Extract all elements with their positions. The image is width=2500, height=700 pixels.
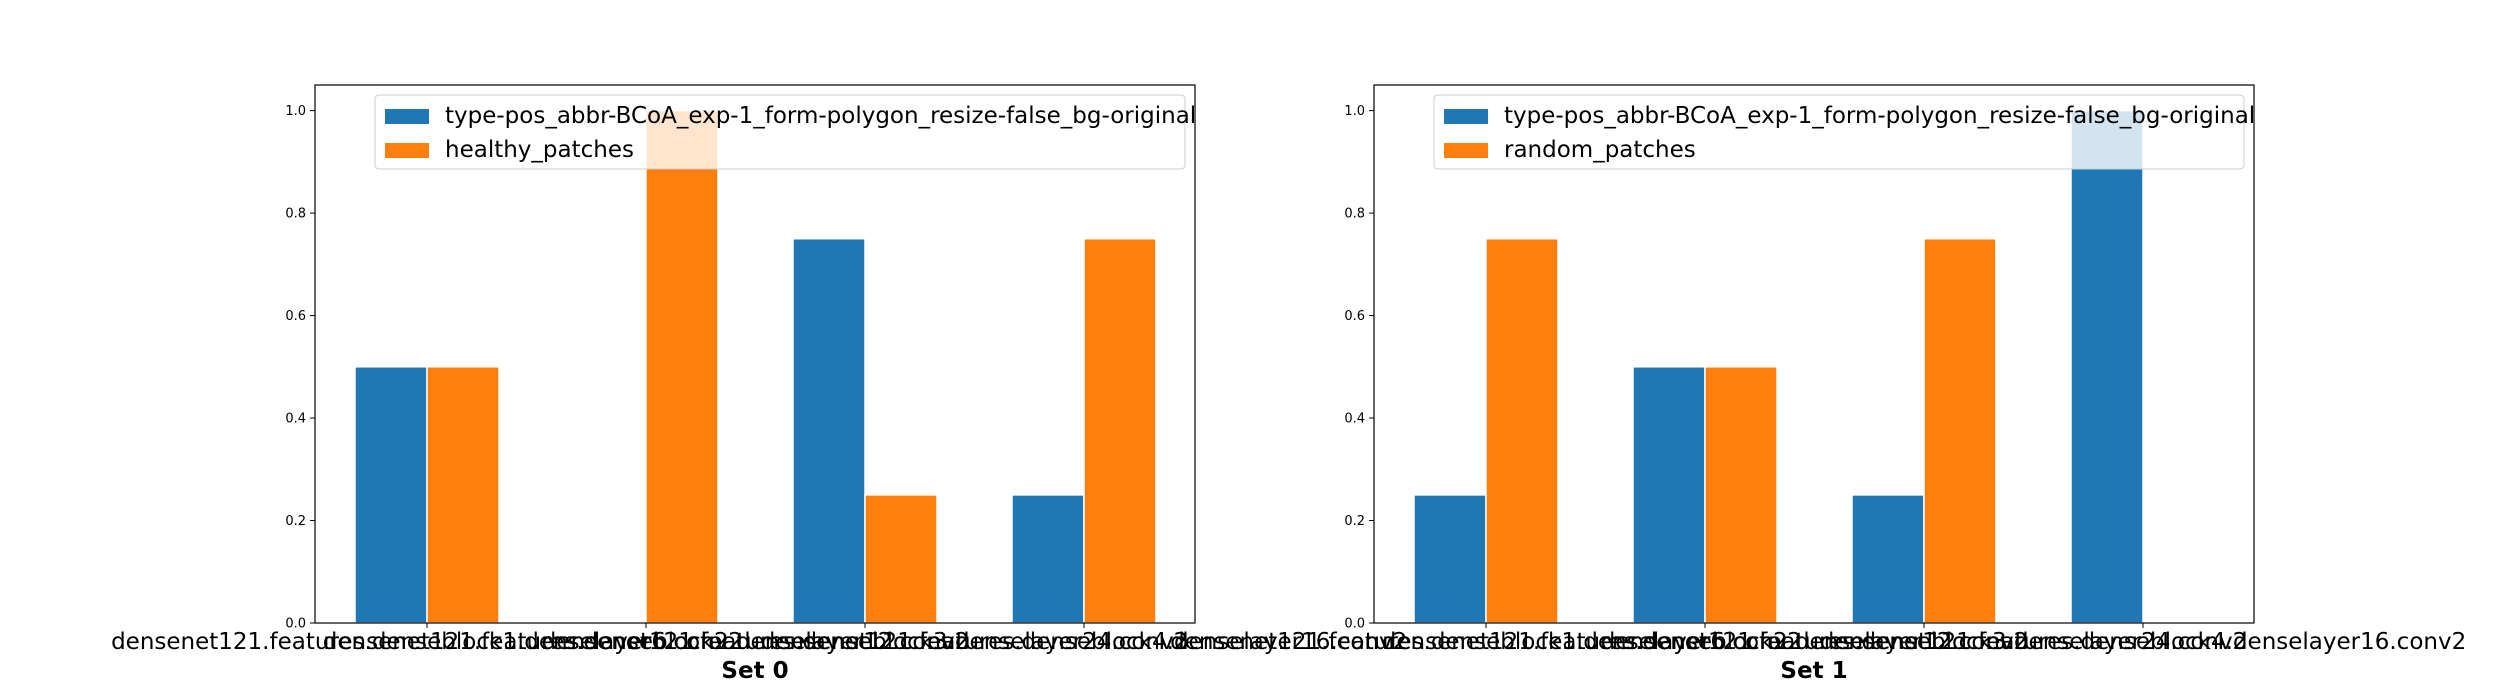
legend-box [374, 94, 1186, 170]
y-tick-label: 0.2 [1344, 514, 1365, 529]
y-tick-label: 0.4 [1344, 412, 1365, 427]
x-tick-label: densenet121.features.denseblock1.densela… [111, 629, 743, 655]
legend-swatch [385, 109, 429, 124]
legend-label: type-pos_abbr-BCoA_exp-1_form-polygon_re… [1504, 103, 2255, 129]
legend-label: random_patches [1504, 137, 1696, 163]
legend-swatch [1444, 109, 1488, 124]
bar [1011, 494, 1085, 624]
chart-panel-0: 0.0 0.2 0.4 0.6 0.8 1.0 densenet121.features.d… [111, 84, 1407, 684]
plot-frame [1373, 84, 2255, 624]
x-tick-label: densenet121.features.denseblock4.densela… [1820, 629, 2466, 655]
y-tick-label: 0.6 [285, 309, 306, 324]
legend: type-pos_abbr-BCoA_exp-1_form-polygon_re… [374, 94, 1196, 170]
bar [426, 366, 500, 624]
bar [354, 366, 428, 624]
plot-frame [314, 84, 1196, 624]
bar [1413, 494, 1487, 624]
y-tick-label: 0.8 [285, 207, 306, 222]
bar [1485, 237, 1559, 624]
legend-swatch [1444, 143, 1488, 158]
x-tick-label: densenet121.features.denseblock4.densela… [761, 629, 1407, 655]
bar [1851, 494, 1925, 624]
y-tick-label: 0.8 [1344, 207, 1365, 222]
x-tick-label: densenet121.features.denseblock3.densela… [1601, 629, 2247, 655]
bar [1083, 237, 1157, 624]
legend-label: healthy_patches [445, 137, 634, 163]
legend-box [1433, 94, 2245, 170]
legend: type-pos_abbr-BCoA_exp-1_form-polygon_re… [1433, 94, 2255, 170]
y-tick-label: 1.0 [1344, 104, 1365, 119]
bar [1704, 366, 1778, 624]
bar [1632, 366, 1706, 624]
bar [645, 109, 719, 624]
y-tick-label: 1.0 [285, 104, 306, 119]
x-tick-label: densenet121.features.denseblock2.densela… [1382, 629, 2028, 655]
bar [1923, 237, 1997, 624]
set-title: Set 0 [721, 658, 788, 684]
x-tick-label: densenet121.features.denseblock1.densela… [1170, 629, 1802, 655]
bar [2070, 109, 2144, 624]
bar [864, 494, 938, 624]
bar [792, 237, 866, 624]
y-tick-label: 0.4 [285, 412, 306, 427]
y-tick-label: 0.0 [285, 617, 306, 632]
y-tick-label: 0.6 [1344, 309, 1365, 324]
chart-panel-1: 0.0 0.2 0.4 0.6 0.8 1.0 densenet121.features.d… [1170, 84, 2466, 684]
legend-label: type-pos_abbr-BCoA_exp-1_form-polygon_re… [445, 103, 1196, 129]
y-tick-label: 0.2 [285, 514, 306, 529]
set-title: Set 1 [1780, 658, 1847, 684]
x-tick-label: densenet121.features.denseblock3.densela… [542, 629, 1188, 655]
x-tick-label: densenet121.features.denseblock2.densela… [323, 629, 969, 655]
y-tick-label: 0.0 [1344, 617, 1365, 632]
legend-swatch [385, 143, 429, 158]
